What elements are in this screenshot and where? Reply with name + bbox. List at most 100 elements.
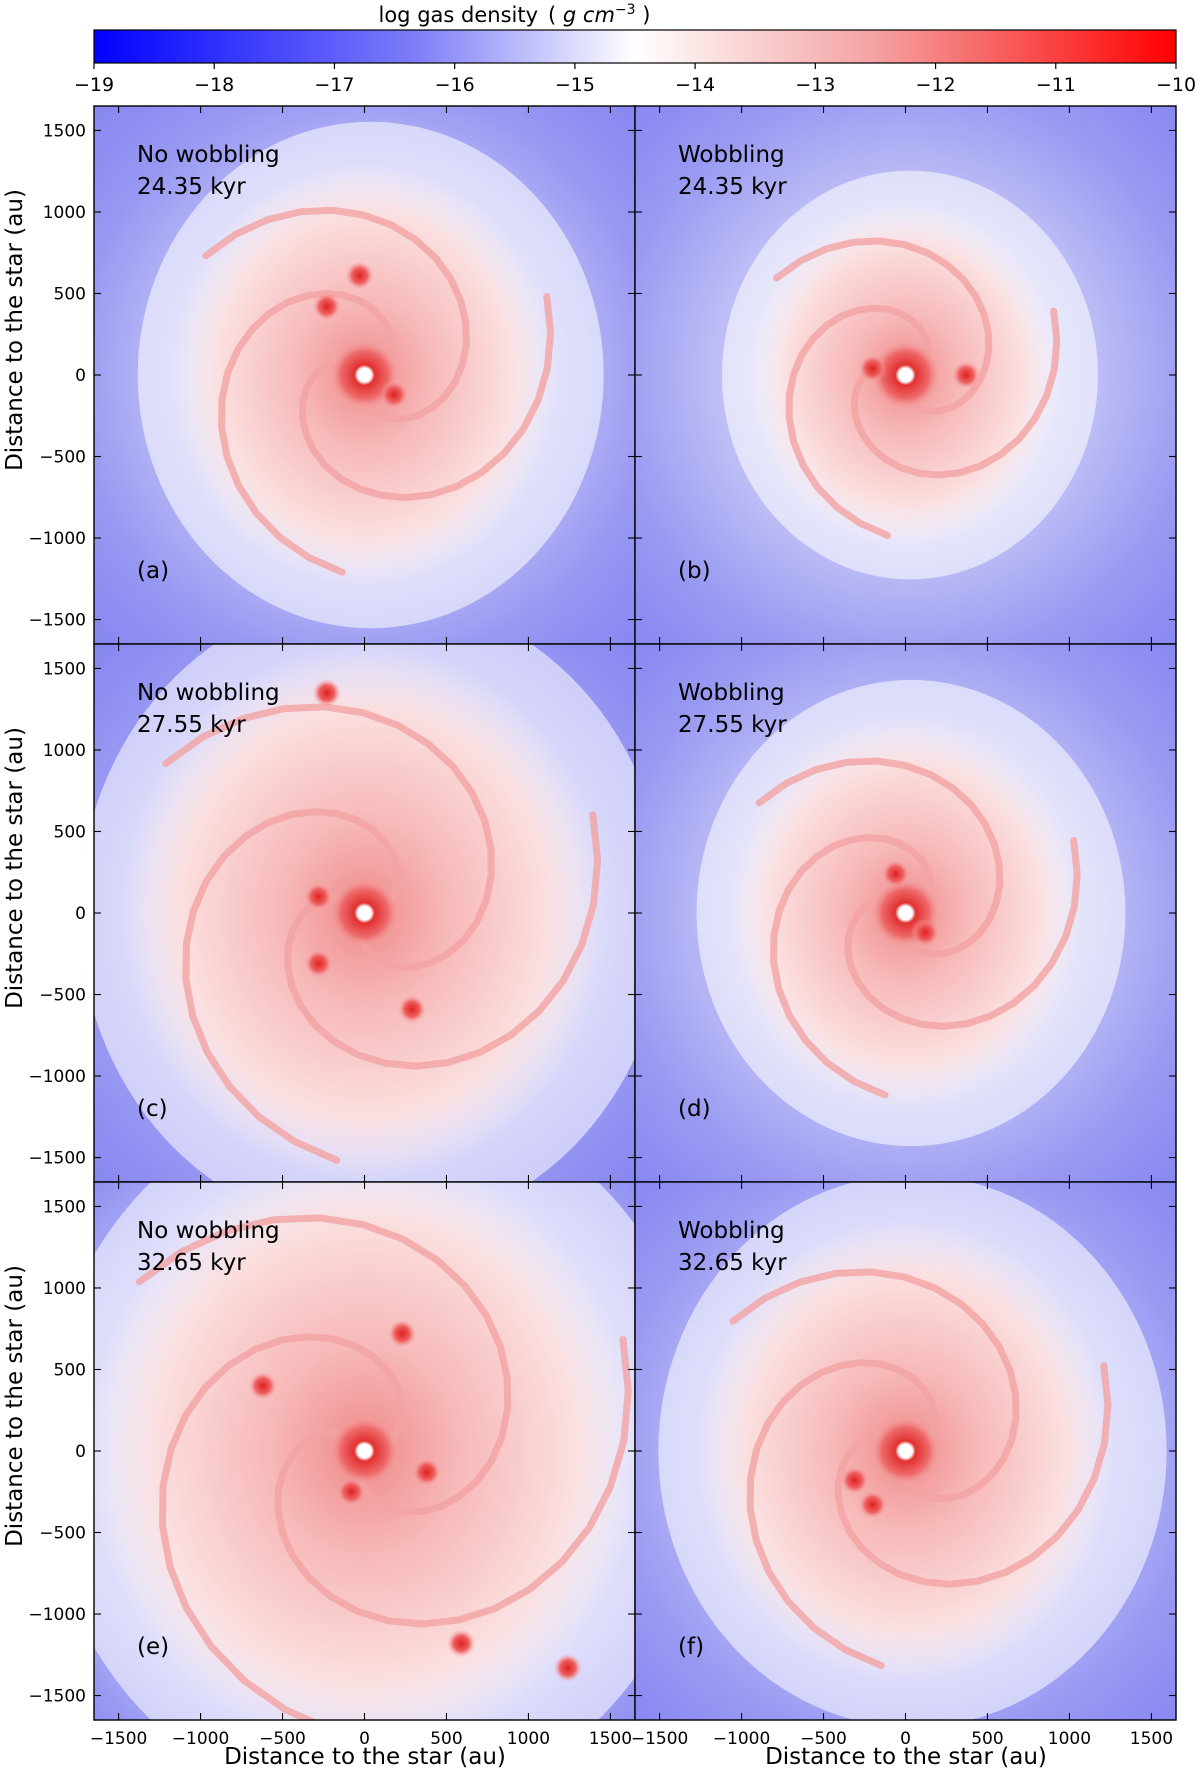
panel-f: −1500 −1000 −500 0 500 1000 1500 Wobbling 32.65 … bbox=[631, 1181, 1177, 1749]
density-clump bbox=[380, 380, 409, 409]
colorbar-unit-open: ( bbox=[548, 3, 563, 27]
y-tick-label: 1500 bbox=[43, 659, 86, 679]
x-tick-label: −1500 bbox=[631, 1729, 689, 1749]
y-tick-label: 500 bbox=[54, 1360, 86, 1380]
panel-label: (b) bbox=[678, 558, 711, 584]
spiral-arm bbox=[182, 808, 402, 1164]
colorbar-unit: ( g cm−3 ) bbox=[548, 2, 650, 27]
colorbar-title: log gas density bbox=[379, 3, 539, 27]
spiral-arms bbox=[202, 206, 555, 576]
y-tick-label: −500 bbox=[39, 448, 86, 468]
panel-grid: 1500 1000 500 0 −500 −1000 −1500 No wobbling 24.… bbox=[28, 105, 1177, 1749]
panel-time: 24.35 kyr bbox=[137, 174, 246, 200]
panel-c-map bbox=[94, 644, 635, 1182]
ylabel-row-3: Distance to the star (au) bbox=[2, 1265, 28, 1547]
y-tick-label: −1000 bbox=[28, 1067, 86, 1087]
colorbar-unit-g: g bbox=[563, 3, 576, 27]
colorbar-gradient bbox=[93, 29, 1177, 64]
y-tick-label: 1000 bbox=[43, 203, 86, 223]
panel-title: Wobbling bbox=[678, 1218, 785, 1244]
x-tick-label: 1500 bbox=[589, 1729, 632, 1749]
spiral-arm bbox=[218, 289, 396, 576]
x-tick-label: −500 bbox=[259, 1729, 306, 1749]
colorbar-tick-label: −11 bbox=[1036, 74, 1076, 96]
y-tick-label: 0 bbox=[75, 366, 86, 386]
density-clump bbox=[345, 261, 374, 290]
panel-label: (d) bbox=[678, 1096, 711, 1122]
panel-label: (e) bbox=[137, 1634, 169, 1660]
density-clump bbox=[248, 1371, 277, 1400]
density-clump bbox=[858, 354, 887, 383]
y-tick-label: −1000 bbox=[28, 1605, 86, 1625]
colorbar-unit-exp: −3 bbox=[615, 2, 636, 18]
x-tick-label: 0 bbox=[900, 1729, 911, 1749]
y-tick-label: 1000 bbox=[43, 741, 86, 761]
x-tick-label: −500 bbox=[800, 1729, 847, 1749]
y-tick-label: −1000 bbox=[28, 529, 86, 549]
colorbar-tick-label: −19 bbox=[74, 74, 114, 96]
ylabel-row-1: Distance to the star (au) bbox=[2, 189, 28, 471]
density-clump bbox=[388, 1319, 417, 1348]
panel-d: Wobbling 27.55 kyr (d) bbox=[634, 643, 1177, 1183]
density-clump bbox=[304, 882, 333, 911]
colorbar-tick-label: −18 bbox=[194, 74, 234, 96]
y-tick-label: −1500 bbox=[28, 1687, 86, 1707]
density-clump bbox=[952, 361, 981, 389]
panel-d-map bbox=[635, 644, 1176, 1182]
panel-time: 24.35 kyr bbox=[678, 174, 787, 200]
y-tick-label: 1000 bbox=[43, 1279, 86, 1299]
colorbar: log gas density ( g cm−3 ) −19 −18 −17 −16 −… bbox=[74, 2, 1196, 96]
panel-label: (c) bbox=[137, 1096, 168, 1122]
spiral-arm bbox=[202, 206, 470, 423]
density-clump bbox=[447, 1629, 476, 1658]
spiral-arm bbox=[274, 1336, 632, 1628]
panel-time: 27.55 kyr bbox=[137, 712, 246, 738]
x-tick-label: 1000 bbox=[1048, 1729, 1091, 1749]
spiral-arm bbox=[834, 1362, 1112, 1588]
spiral-arm bbox=[298, 293, 555, 502]
colorbar-tick-label: −16 bbox=[435, 74, 475, 96]
xlabel-right: Distance to the star (au) bbox=[765, 1744, 1047, 1770]
y-tick-label: 0 bbox=[75, 1442, 86, 1462]
spiral-arm bbox=[770, 833, 935, 1099]
panel-time: 32.65 kyr bbox=[137, 1250, 246, 1276]
spiral-arm bbox=[729, 1268, 1020, 1502]
spiral-arms bbox=[755, 757, 1081, 1099]
spiral-arm bbox=[755, 757, 1004, 958]
spiral-arm bbox=[844, 837, 1081, 1030]
panel-c: 1500 1000 500 0 −500 −1000 −1500 No wobbling 27.… bbox=[28, 643, 636, 1183]
colorbar-ticks: −19 −18 −17 −16 −15 −14 −13 −12 −11 −10 bbox=[74, 63, 1196, 96]
density-clump bbox=[911, 918, 940, 947]
density-clump bbox=[312, 678, 341, 707]
colorbar-tick-label: −13 bbox=[795, 74, 835, 96]
density-clump bbox=[304, 949, 333, 978]
panel-label: (a) bbox=[137, 558, 169, 584]
x-tick-label: 1500 bbox=[1130, 1729, 1173, 1749]
ylabel-row-2: Distance to the star (au) bbox=[2, 727, 28, 1009]
panel-e: 1500 1000 500 0 −500 −1000 −1500 −1500 −1000 −500… bbox=[28, 1181, 636, 1749]
panel-b-map bbox=[635, 106, 1176, 644]
panel-title: No wobbling bbox=[137, 680, 280, 706]
colorbar-tick-label: −12 bbox=[916, 74, 956, 96]
density-clump bbox=[337, 1477, 366, 1506]
y-tick-label: −1500 bbox=[28, 611, 86, 631]
x-tick-label: −1500 bbox=[90, 1729, 148, 1749]
y-tick-label: 500 bbox=[54, 822, 86, 842]
colorbar-unit-cm: cm bbox=[576, 3, 615, 27]
colorbar-unit-close: ) bbox=[636, 3, 651, 27]
colorbar-tick-label: −10 bbox=[1156, 74, 1196, 96]
central-star-core bbox=[871, 341, 940, 409]
density-clump bbox=[881, 859, 910, 888]
x-tick-label: −1000 bbox=[713, 1729, 771, 1749]
x-tick-label: 1000 bbox=[507, 1729, 550, 1749]
spiral-arms bbox=[729, 1268, 1112, 1670]
y-tick-label: −500 bbox=[39, 986, 86, 1006]
panel-a-map bbox=[94, 106, 635, 644]
panel-b: Wobbling 24.35 kyr (b) bbox=[634, 105, 1177, 645]
density-clump bbox=[312, 292, 341, 321]
y-tick-label: 0 bbox=[75, 904, 86, 924]
density-clump bbox=[840, 1466, 869, 1495]
colorbar-tick-label: −17 bbox=[314, 74, 354, 96]
central-star-core bbox=[330, 879, 399, 947]
panel-e-map bbox=[94, 1182, 635, 1720]
